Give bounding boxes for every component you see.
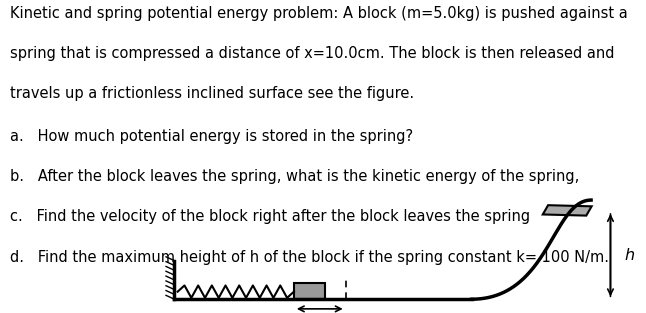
Text: c.   Find the velocity of the block right after the block leaves the spring: c. Find the velocity of the block right … (10, 209, 530, 224)
Text: a.   How much potential energy is stored in the spring?: a. How much potential energy is stored i… (10, 129, 413, 144)
Text: spring that is compressed a distance of x=10.0cm. The block is then released and: spring that is compressed a distance of … (10, 46, 614, 61)
Polygon shape (543, 205, 592, 216)
Text: travels up a frictionless inclined surface see the figure.: travels up a frictionless inclined surfa… (10, 86, 414, 101)
Text: h: h (625, 248, 635, 263)
Bar (294, 283, 325, 299)
Text: d.   Find the maximum height of h of the block if the spring constant k= 100 N/m: d. Find the maximum height of h of the b… (10, 250, 609, 265)
Text: b.   After the block leaves the spring, what is the kinetic energy of the spring: b. After the block leaves the spring, wh… (10, 169, 579, 184)
Text: Kinetic and spring potential energy problem: A block (m=5.0kg) is pushed against: Kinetic and spring potential energy prob… (10, 6, 627, 21)
